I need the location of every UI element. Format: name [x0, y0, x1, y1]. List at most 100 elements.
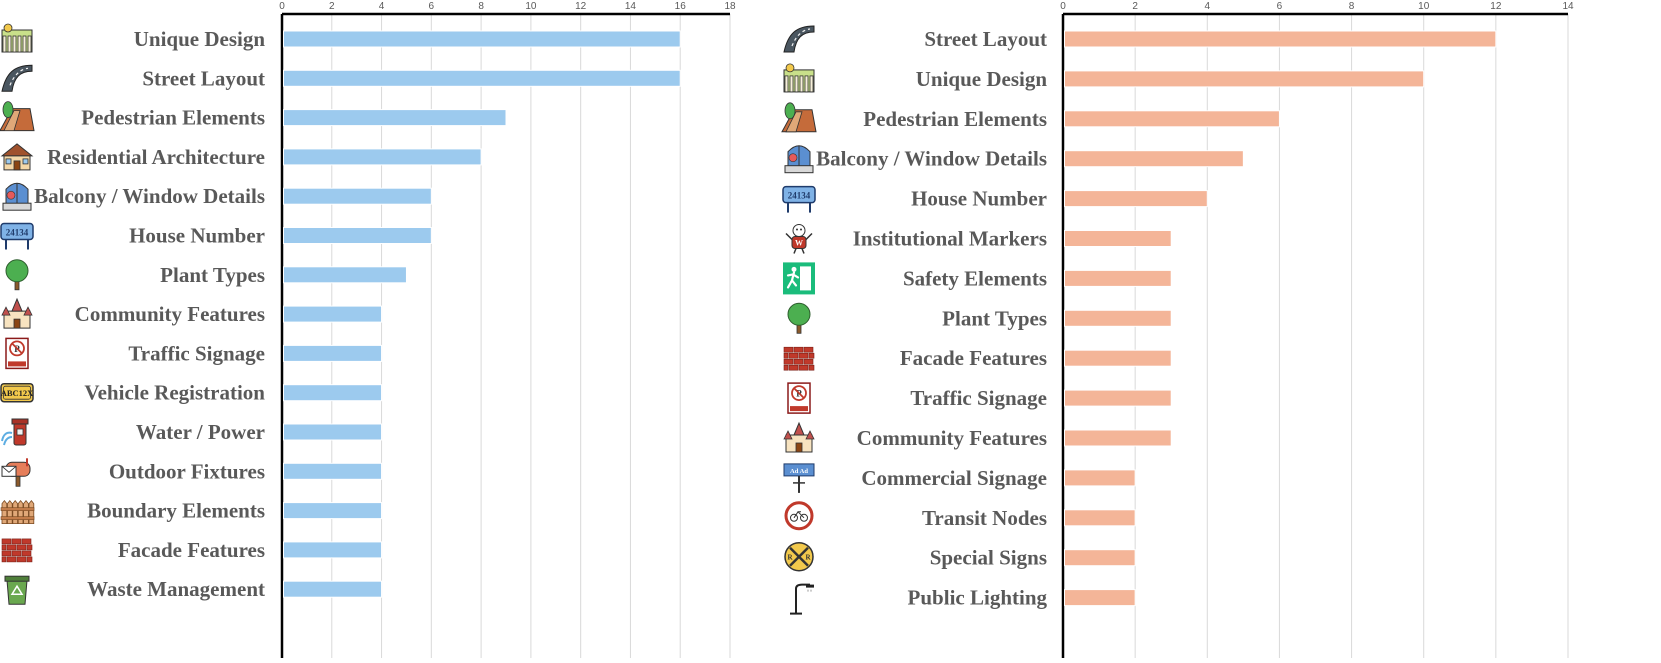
row-facade-features: Facade Features	[783, 346, 1172, 371]
category-label-pedestrian-elements: Pedestrian Elements	[863, 107, 1047, 131]
bar-special-signs	[1064, 549, 1136, 567]
house-number-plate-icon: 24134	[0, 222, 34, 250]
category-label-balcony-window-details: Balcony / Window Details	[34, 184, 265, 208]
svg-text:24134: 24134	[788, 191, 811, 201]
category-label-special-signs: Special Signs	[930, 546, 1047, 570]
category-label-plant-types: Plant Types	[942, 306, 1047, 330]
category-label-house-number: House Number	[911, 187, 1047, 211]
category-label-outdoor-fixtures: Outdoor Fixtures	[109, 459, 265, 483]
sidewalk-tree-icon	[781, 102, 817, 133]
bar-commercial-signage	[1064, 469, 1136, 487]
sidewalk-tree-icon	[0, 101, 35, 132]
bar-facade-features	[1064, 349, 1172, 367]
row-facade-features: Facade Features	[1, 538, 383, 563]
bar-traffic-signage	[283, 344, 383, 362]
category-label-water-power: Water / Power	[136, 420, 265, 444]
bar-plant-types	[1064, 309, 1172, 327]
row-waste-management: Waste Management	[4, 575, 383, 605]
row-plant-types: Plant Types	[787, 302, 1172, 334]
row-street-layout: Street Layout	[1, 64, 681, 92]
picket-fence-house-icon	[1, 23, 33, 53]
fence-icon	[0, 499, 35, 525]
category-label-house-number: House Number	[129, 224, 265, 248]
row-pedestrian-elements: Pedestrian Elements	[0, 101, 507, 132]
window-balcony-icon	[2, 182, 32, 211]
emergency-exit-icon	[783, 262, 815, 295]
row-balcony-window-details: Balcony / Window Details	[784, 145, 1244, 174]
bar-traffic-signage	[1064, 389, 1172, 407]
category-label-vehicle-registration: Vehicle Registration	[84, 381, 265, 405]
x-tick-label-8: 8	[478, 1, 484, 12]
row-plant-types: Plant Types	[5, 259, 407, 291]
x-tick-label-8: 8	[1349, 1, 1355, 12]
row-commercial-signage: Commercial Signage Ad Ad	[783, 463, 1136, 493]
x-tick-label-0: 0	[1060, 1, 1066, 12]
bar-waste-management	[283, 580, 383, 598]
row-traffic-signage: Traffic Signage P	[5, 337, 383, 370]
row-residential-architecture: Residential Architecture	[0, 143, 482, 171]
billboard-icon: Ad Ad	[783, 463, 815, 493]
category-label-plant-types: Plant Types	[160, 263, 265, 287]
x-tick-label-12: 12	[575, 1, 587, 12]
tree-icon	[5, 259, 29, 291]
row-safety-elements: Safety Elements	[783, 262, 1172, 295]
row-pedestrian-elements: Pedestrian Elements	[781, 102, 1280, 133]
row-water-power: Water / Power	[1, 418, 383, 446]
svg-text:Ad Ad: Ad Ad	[790, 468, 808, 475]
svg-text:24134: 24134	[6, 228, 29, 238]
x-tick-label-10: 10	[525, 1, 537, 12]
x-tick-label-2: 2	[329, 1, 335, 12]
row-unique-design: Unique Design	[1, 23, 681, 53]
row-vehicle-registration: Vehicle Registration ABC12X	[0, 381, 383, 405]
category-label-residential-architecture: Residential Architecture	[47, 145, 265, 169]
church-icon	[1, 297, 33, 329]
category-label-unique-design: Unique Design	[134, 27, 266, 51]
x-tick-label-14: 14	[1562, 1, 1574, 12]
category-label-street-layout: Street Layout	[924, 27, 1047, 51]
mailbox-icon	[1, 458, 31, 487]
svg-text:ABC12X: ABC12X	[1, 388, 34, 398]
bar-institutional-markers	[1064, 230, 1172, 247]
bar-safety-elements	[1064, 269, 1172, 287]
category-label-community-features: Community Features	[857, 426, 1047, 450]
x-tick-label-16: 16	[675, 1, 687, 12]
tree-icon	[787, 302, 811, 334]
house-icon	[0, 143, 34, 171]
bar-outdoor-fixtures	[283, 462, 383, 480]
x-tick-label-6: 6	[1277, 1, 1283, 12]
category-label-traffic-signage: Traffic Signage	[128, 341, 265, 365]
mascot-icon: W	[785, 224, 813, 254]
bar-pedestrian-elements	[1064, 110, 1280, 128]
bar-plant-types	[283, 266, 407, 284]
church-icon	[783, 421, 815, 453]
category-label-unique-design: Unique Design	[916, 67, 1048, 91]
category-label-public-lighting: Public Lighting	[908, 586, 1048, 610]
bar-vehicle-registration	[283, 384, 383, 402]
no-parking-sign-icon: P	[787, 382, 811, 414]
x-tick-label-10: 10	[1418, 1, 1430, 12]
x-tick-label-2: 2	[1132, 1, 1138, 12]
svg-text:W: W	[795, 239, 803, 248]
bar-pedestrian-elements	[283, 109, 507, 127]
house-number-plate-icon: 24134	[782, 185, 816, 213]
recycling-bin-icon	[4, 575, 30, 605]
x-tick-label-4: 4	[1205, 1, 1211, 12]
bar-balcony-window-details	[1064, 150, 1244, 168]
row-community-features: Community Features	[783, 421, 1172, 453]
bar-house-number	[1064, 190, 1208, 208]
category-label-pedestrian-elements: Pedestrian Elements	[81, 106, 265, 130]
row-outdoor-fixtures: Outdoor Fixtures	[1, 458, 383, 487]
bicycle-sign-icon	[784, 501, 814, 531]
window-balcony-icon	[784, 145, 814, 174]
category-label-commercial-signage: Commercial Signage	[861, 466, 1047, 490]
row-house-number: House Number 24134	[782, 185, 1208, 213]
category-label-boundary-elements: Boundary Elements	[87, 499, 265, 523]
bar-boundary-elements	[283, 502, 383, 520]
row-house-number: House Number 24134	[0, 222, 432, 250]
x-tick-labels: 0 2 4 6 8 10 12 14 16 18	[279, 1, 736, 12]
bar-community-features	[1064, 429, 1172, 447]
category-label-transit-nodes: Transit Nodes	[922, 506, 1047, 530]
svg-text:R: R	[805, 554, 811, 562]
